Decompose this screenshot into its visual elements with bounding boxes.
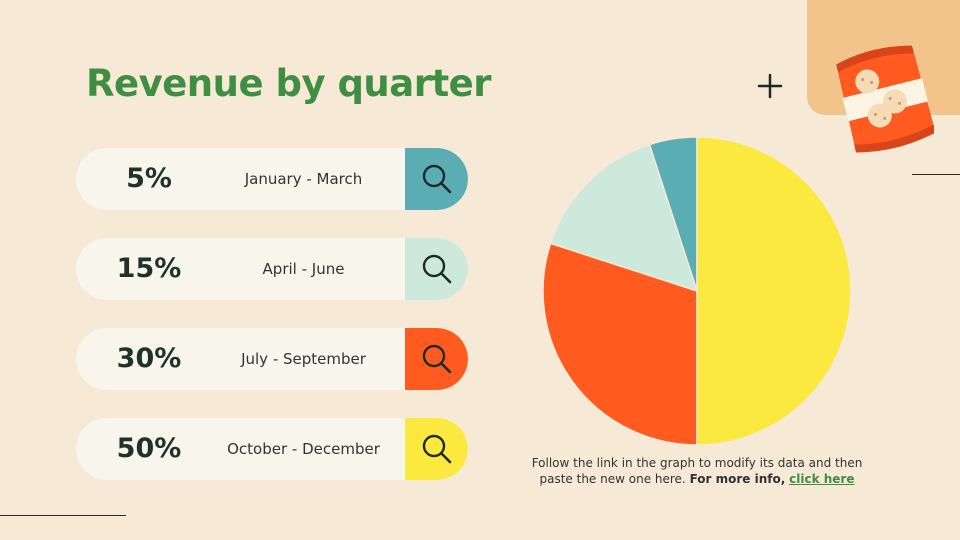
quarter-row: 30% July - September <box>76 328 468 390</box>
pie-chart[interactable] <box>540 134 854 448</box>
quarter-row: 5% January - March <box>76 148 468 210</box>
quarter-period: January - March <box>244 170 363 188</box>
quarter-period: October - December <box>227 440 380 458</box>
pie-slice-july-september[interactable] <box>542 242 698 446</box>
magnifier-icon <box>422 434 451 464</box>
quarter-period: July - September <box>241 350 366 368</box>
quarter-percent: 30% <box>116 343 182 374</box>
page-title: Revenue by quarter <box>86 62 492 105</box>
divider-line <box>0 515 126 516</box>
footnote-bold: For more info, <box>689 472 786 486</box>
click-here-link[interactable]: click here <box>789 472 855 486</box>
quarter-percent: 5% <box>126 163 172 194</box>
quarter-row: 50% October - December <box>76 418 468 480</box>
magnifier-tag <box>405 328 468 390</box>
footnote: Follow the link in the graph to modify i… <box>517 455 877 487</box>
magnifier-icon <box>422 344 451 374</box>
magnifier-tag <box>405 238 468 300</box>
pie-slice-april-june[interactable] <box>549 143 699 293</box>
quarter-percent: 50% <box>116 433 182 464</box>
magnifier-icon <box>422 254 451 284</box>
divider-line <box>912 174 960 175</box>
plus-icon <box>757 73 783 99</box>
pie-slice-october-december[interactable] <box>696 136 852 446</box>
footnote-text: Follow the link in the graph to modify i… <box>531 456 863 486</box>
quarter-percent: 15% <box>116 253 182 284</box>
magnifier-tag <box>405 418 468 480</box>
magnifier-tag <box>405 148 468 210</box>
snack-bag-icon <box>836 45 934 153</box>
quarter-period: April - June <box>262 260 345 278</box>
quarter-row: 15% April - June <box>76 238 468 300</box>
magnifier-icon <box>422 164 451 194</box>
